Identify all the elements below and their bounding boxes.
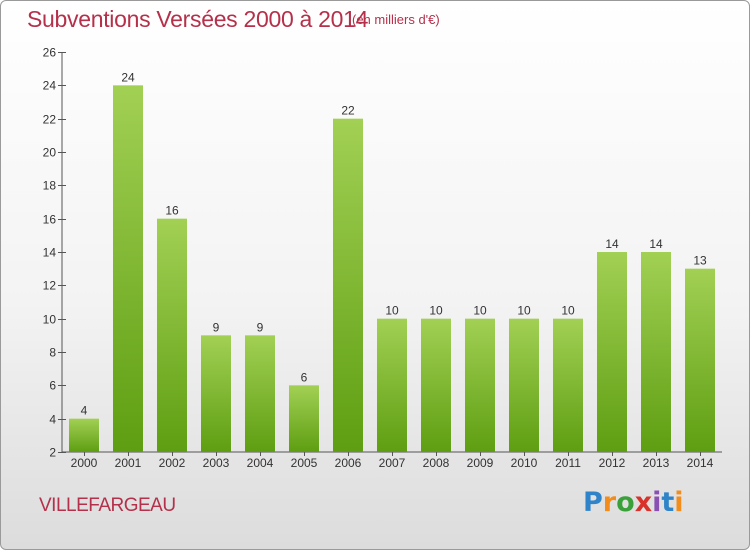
y-tick-label: 2 bbox=[49, 446, 56, 460]
x-tick-label: 2000 bbox=[71, 456, 98, 470]
bar-value-label: 4 bbox=[81, 404, 88, 418]
bar-value-label: 13 bbox=[693, 254, 707, 268]
y-tick-label: 8 bbox=[49, 346, 56, 360]
chart-subtitle: (en milliers d'€) bbox=[352, 12, 440, 27]
bar bbox=[465, 318, 495, 452]
bar bbox=[157, 218, 187, 452]
bar bbox=[289, 385, 319, 452]
y-tick-label: 6 bbox=[49, 379, 56, 393]
bar-value-label: 9 bbox=[213, 320, 220, 334]
bar-value-label: 10 bbox=[429, 304, 443, 318]
bar bbox=[201, 335, 231, 452]
logo-letter: o bbox=[616, 487, 635, 518]
x-tick-label: 2012 bbox=[599, 456, 626, 470]
logo-letter: i bbox=[674, 487, 684, 518]
x-tick-label: 2008 bbox=[423, 456, 450, 470]
y-tick-label: 12 bbox=[43, 279, 57, 293]
bar bbox=[245, 335, 275, 452]
proxiti-logo: Proxiti bbox=[583, 487, 684, 518]
bar bbox=[377, 318, 407, 452]
logo-letter: i bbox=[652, 487, 662, 518]
y-tick-label: 10 bbox=[43, 313, 57, 327]
logo-letter: t bbox=[661, 487, 675, 518]
x-tick-label: 2010 bbox=[511, 456, 538, 470]
x-tick-label: 2004 bbox=[247, 456, 274, 470]
bar-value-label: 6 bbox=[301, 370, 308, 384]
bar-value-label: 24 bbox=[121, 70, 135, 84]
x-tick-label: 2005 bbox=[291, 456, 318, 470]
y-tick-label: 16 bbox=[43, 213, 57, 227]
bar-value-label: 10 bbox=[517, 304, 531, 318]
x-tick-label: 2001 bbox=[115, 456, 142, 470]
y-tick-label: 24 bbox=[43, 79, 57, 93]
y-tick-label: 20 bbox=[43, 146, 57, 160]
x-tick-label: 2002 bbox=[159, 456, 186, 470]
x-tick-label: 2011 bbox=[555, 456, 581, 470]
bar bbox=[641, 252, 671, 452]
bar bbox=[113, 85, 143, 452]
y-tick-label: 22 bbox=[43, 113, 57, 127]
bar-value-label: 10 bbox=[561, 304, 575, 318]
x-tick-label: 2009 bbox=[467, 456, 494, 470]
x-tick-label: 2013 bbox=[643, 456, 670, 470]
logo-letter: P bbox=[583, 487, 603, 518]
bar bbox=[553, 318, 583, 452]
x-tick-label: 2007 bbox=[379, 456, 406, 470]
y-tick-label: 26 bbox=[43, 46, 57, 60]
bar-value-label: 16 bbox=[165, 204, 179, 218]
bar bbox=[333, 118, 363, 453]
bar-value-label: 14 bbox=[649, 237, 663, 251]
bar-value-label: 22 bbox=[341, 104, 355, 118]
bar-value-label: 10 bbox=[473, 304, 487, 318]
bar bbox=[685, 268, 715, 452]
bar-value-label: 10 bbox=[385, 304, 399, 318]
x-tick-label: 2014 bbox=[687, 456, 714, 470]
chart-title: Subventions Versées 2000 à 2014 bbox=[27, 6, 369, 32]
y-tick-label: 14 bbox=[43, 246, 57, 260]
chart-bars: 4 24 16 9 9 6 22 10 10 10 10 10 14 14 13 bbox=[69, 70, 715, 453]
bar-value-label: 14 bbox=[605, 237, 619, 251]
bar bbox=[597, 252, 627, 452]
x-tick-label: 2006 bbox=[335, 456, 362, 470]
y-tick-label: 18 bbox=[43, 179, 57, 193]
bar bbox=[69, 418, 99, 452]
x-tick-label: 2003 bbox=[203, 456, 230, 470]
commune-name: VILLEFARGEAU bbox=[39, 495, 176, 516]
bar bbox=[421, 318, 451, 452]
logo-letter: r bbox=[602, 487, 617, 518]
y-tick-label: 4 bbox=[49, 413, 56, 427]
bar bbox=[509, 318, 539, 452]
logo-letter: x bbox=[634, 487, 653, 518]
bar-value-label: 9 bbox=[257, 320, 264, 334]
